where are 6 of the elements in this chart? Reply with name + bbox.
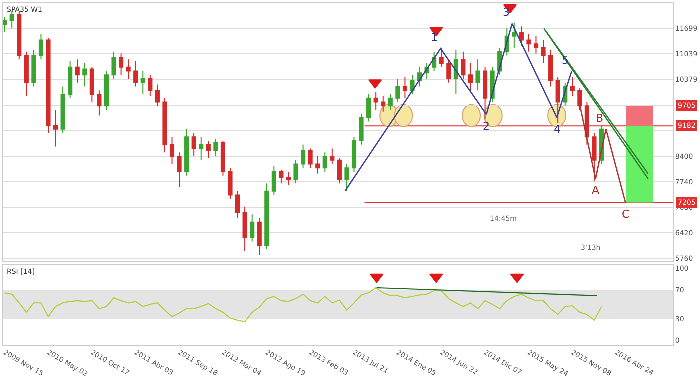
annotation: 4 — [554, 123, 561, 136]
annotation: A — [592, 184, 600, 197]
annotation: 1 — [431, 31, 438, 44]
annotation: C — [622, 208, 630, 221]
annotation: B — [596, 112, 604, 125]
annotation: 3 — [503, 6, 510, 19]
